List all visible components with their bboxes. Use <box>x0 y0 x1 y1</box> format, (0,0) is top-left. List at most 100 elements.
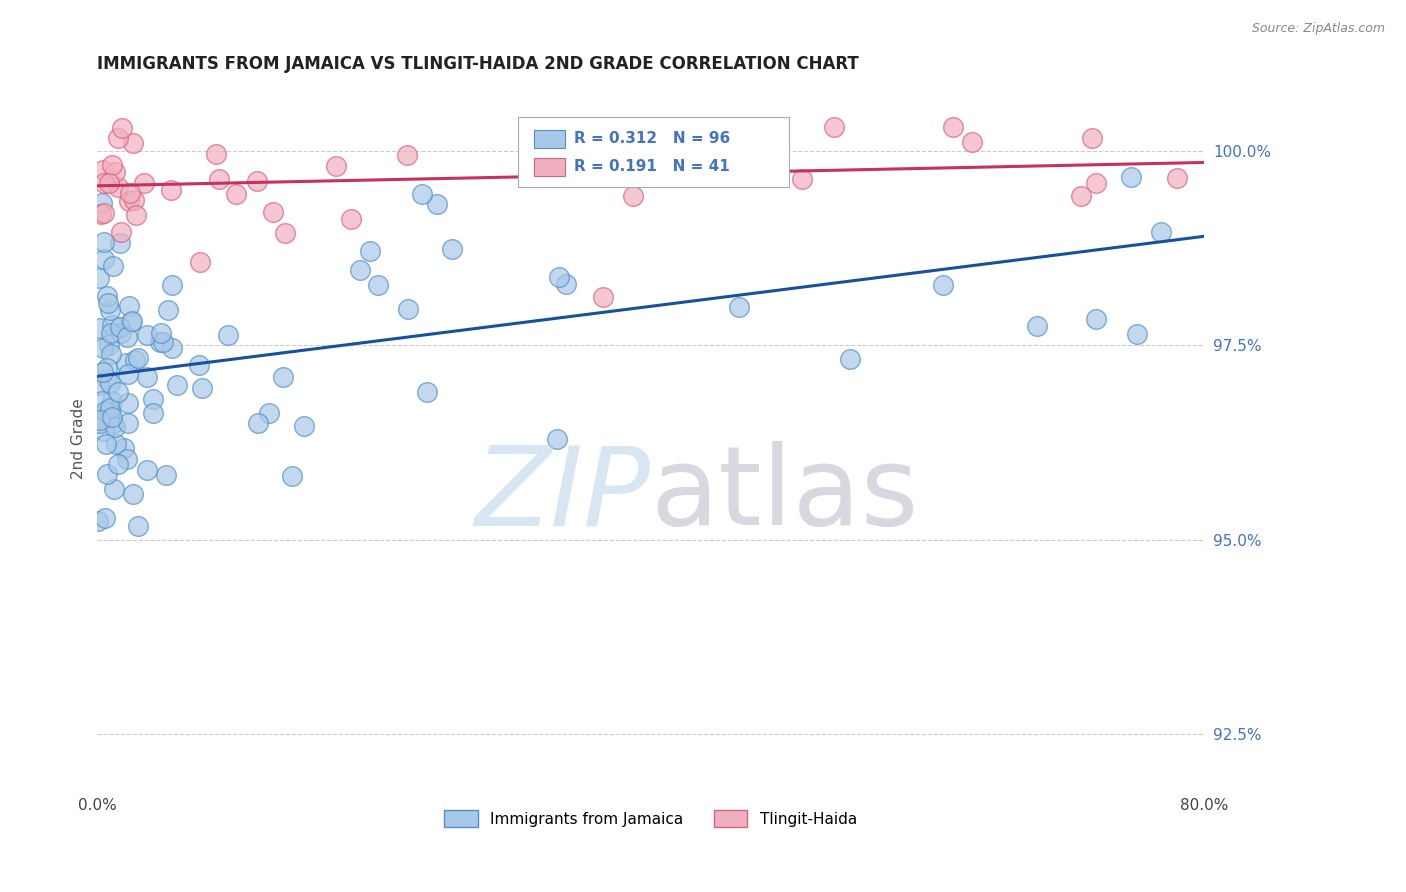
Point <box>101 158 124 172</box>
Point <box>105 437 128 451</box>
Point <box>823 120 845 135</box>
Point <box>107 457 129 471</box>
Text: R = 0.191   N = 41: R = 0.191 N = 41 <box>574 159 730 174</box>
Bar <box>534 158 565 176</box>
Legend: Immigrants from Jamaica, Tlingit-Haida: Immigrants from Jamaica, Tlingit-Haida <box>439 804 863 833</box>
Point <box>441 242 464 256</box>
Text: IMMIGRANTS FROM JAMAICA VS TLINGIT-HAIDA 2ND GRADE CORRELATION CHART: IMMIGRANTS FROM JAMAICA VS TLINGIT-HAIDA… <box>97 55 859 73</box>
Point <box>115 452 138 467</box>
Point <box>1080 131 1102 145</box>
Point <box>100 318 122 333</box>
Point <box>367 278 389 293</box>
Point <box>87 321 110 335</box>
Point <box>136 462 159 476</box>
Point <box>122 193 145 207</box>
Point <box>90 207 112 221</box>
Point <box>1166 171 1188 186</box>
Point <box>132 176 155 190</box>
Point <box>91 393 114 408</box>
Point <box>225 186 247 201</box>
Point <box>115 330 138 344</box>
Point <box>160 341 183 355</box>
Point <box>271 370 294 384</box>
Point <box>292 418 315 433</box>
Point <box>960 135 983 149</box>
Point <box>217 327 239 342</box>
Point <box>127 351 149 365</box>
Point <box>142 406 165 420</box>
Point <box>97 295 120 310</box>
Point <box>115 356 138 370</box>
Point <box>396 301 419 316</box>
Point <box>148 335 170 350</box>
Point <box>96 360 118 375</box>
Point <box>790 172 813 186</box>
Point <box>117 396 139 410</box>
Text: ZIP: ZIP <box>475 441 651 548</box>
Point <box>91 195 114 210</box>
Point <box>592 290 614 304</box>
Point <box>727 300 749 314</box>
Point <box>1085 176 1108 190</box>
Point <box>87 377 110 392</box>
Point <box>188 255 211 269</box>
Point <box>107 384 129 399</box>
Point <box>190 381 212 395</box>
Point <box>152 334 174 349</box>
Point <box>94 404 117 418</box>
Point <box>104 420 127 434</box>
Point <box>155 467 177 482</box>
Point <box>112 441 135 455</box>
Point <box>110 225 132 239</box>
Point <box>93 252 115 267</box>
Point <box>107 180 129 194</box>
Point <box>1085 312 1108 326</box>
Point <box>162 277 184 292</box>
Point <box>121 136 143 151</box>
Point <box>142 392 165 406</box>
Point <box>94 510 117 524</box>
Point <box>124 353 146 368</box>
Point <box>91 341 114 355</box>
Point <box>117 367 139 381</box>
Bar <box>534 130 565 148</box>
Point <box>103 482 125 496</box>
Point <box>411 187 433 202</box>
Point <box>91 162 114 177</box>
Point <box>583 169 606 183</box>
Point <box>101 393 124 408</box>
Point <box>96 467 118 481</box>
Text: atlas: atlas <box>651 441 920 548</box>
Point <box>98 401 121 415</box>
Point <box>98 376 121 391</box>
Point <box>555 277 578 291</box>
Point <box>149 326 172 340</box>
Point <box>110 235 132 250</box>
Text: R = 0.312   N = 96: R = 0.312 N = 96 <box>574 131 731 145</box>
Point <box>340 211 363 226</box>
Point <box>932 277 955 292</box>
Point <box>262 205 284 219</box>
FancyBboxPatch shape <box>517 117 789 186</box>
Point <box>136 328 159 343</box>
Point <box>613 145 636 159</box>
Point <box>89 413 111 427</box>
Point <box>110 326 132 341</box>
Point <box>101 259 124 273</box>
Point <box>1070 189 1092 203</box>
Point <box>1121 169 1143 184</box>
Point <box>108 319 131 334</box>
Point <box>100 347 122 361</box>
Point <box>416 385 439 400</box>
Point <box>101 410 124 425</box>
Point <box>127 518 149 533</box>
Point <box>136 370 159 384</box>
Point <box>93 206 115 220</box>
Point <box>93 235 115 250</box>
Y-axis label: 2nd Grade: 2nd Grade <box>72 398 86 479</box>
Point <box>117 417 139 431</box>
Point <box>87 409 110 423</box>
Point <box>156 302 179 317</box>
Point <box>838 352 860 367</box>
Point <box>208 171 231 186</box>
